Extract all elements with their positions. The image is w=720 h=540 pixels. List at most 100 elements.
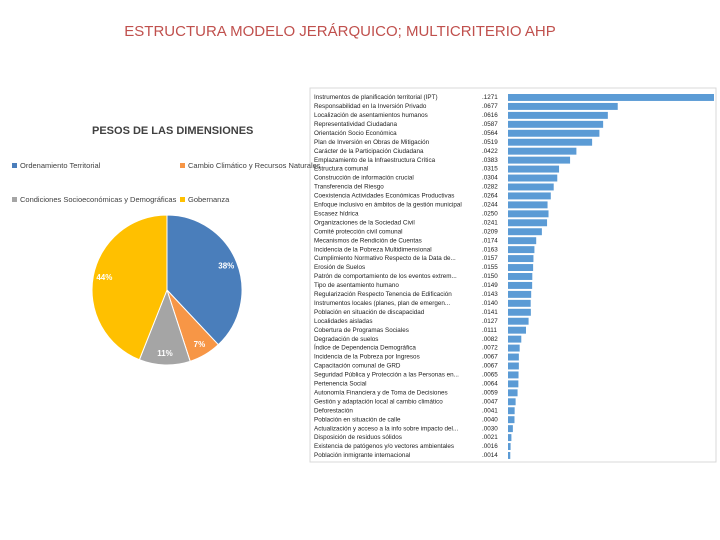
bar xyxy=(508,120,604,128)
bar-label: Estructura comunal xyxy=(314,166,368,173)
bar-label: Emplazamiento de la Infraestructura Crít… xyxy=(314,157,436,164)
value-label: .0143 xyxy=(482,291,498,298)
value-label: .0021 xyxy=(482,434,498,441)
value-label: .0250 xyxy=(482,210,498,217)
value-label: .0149 xyxy=(482,282,498,289)
legend-label: Condiciones Socioeconómicas y Demográfic… xyxy=(20,195,177,204)
value-label: .0072 xyxy=(482,345,498,352)
bar-label: Gestión y adaptación local al cambio cli… xyxy=(314,398,443,405)
bar-label: Incidencia de la Pobreza por Ingresos xyxy=(314,354,420,361)
bar xyxy=(508,389,518,397)
bar-label: Población en situación de calle xyxy=(314,416,401,423)
legend-swatch xyxy=(180,163,185,168)
value-label: .0163 xyxy=(482,246,498,253)
bar-label: Disposición de residuos sólidos xyxy=(314,434,402,441)
bar xyxy=(508,219,548,227)
value-label: .0140 xyxy=(482,300,498,307)
bar-label: Localización de asentamientos humanos xyxy=(314,112,428,119)
slide-title: ESTRUCTURA MODELO JERÁRQUICO; MULTICRITE… xyxy=(124,23,555,40)
bar-label: Representatividad Ciudadana xyxy=(314,121,397,128)
value-label: .0282 xyxy=(482,184,498,191)
value-label: .1271 xyxy=(482,94,498,101)
bar-label: Orientación Socio Económica xyxy=(314,130,397,137)
bar-label: Tipo de asentamiento humano xyxy=(314,282,399,289)
bar-label: Cumplimiento Normativo Respecto de la Da… xyxy=(314,255,456,262)
value-label: .0047 xyxy=(482,398,498,405)
pie-slice xyxy=(166,214,243,346)
bar xyxy=(508,308,531,316)
pie-title: PESOS DE LAS DIMENSIONES xyxy=(92,125,253,137)
bar-frame xyxy=(309,87,717,463)
bar xyxy=(508,228,542,236)
legend-label: Gobernanza xyxy=(188,195,230,204)
value-label: .0040 xyxy=(482,416,498,423)
bar xyxy=(508,174,558,182)
value-label: .0030 xyxy=(482,425,498,432)
pie-slice xyxy=(91,214,168,361)
value-label: .0127 xyxy=(482,318,498,325)
slice-label: 44% xyxy=(96,273,112,282)
legend-label: Ordenamiento Territorial xyxy=(20,161,101,170)
bar xyxy=(508,237,537,245)
value-label: .0150 xyxy=(482,273,498,280)
value-label: .0111 xyxy=(482,327,497,334)
value-label: .0315 xyxy=(482,166,498,173)
legend-swatch xyxy=(12,197,17,202)
bar-label: Instrumentos locales (planes, plan de em… xyxy=(314,300,450,307)
legend-swatch xyxy=(12,163,17,168)
bar xyxy=(508,102,618,110)
bar xyxy=(508,380,519,388)
bar-label: Cobertura de Programas Sociales xyxy=(314,327,409,334)
bar xyxy=(508,326,526,334)
value-label: .0241 xyxy=(482,219,498,226)
slice-label: 38% xyxy=(218,262,234,271)
bar xyxy=(508,299,531,307)
bar-label: Capacitación comunal de GRD xyxy=(314,363,401,370)
bar xyxy=(508,344,520,352)
bar-label: Instrumentos de planificación territoria… xyxy=(314,94,438,101)
value-label: .0064 xyxy=(482,381,498,388)
bar-label: Construcción de información crucial xyxy=(314,175,414,182)
slice-label: 7% xyxy=(194,340,206,349)
bar xyxy=(508,147,577,155)
value-label: .0244 xyxy=(482,202,498,209)
value-label: .0082 xyxy=(482,336,498,343)
value-label: .0304 xyxy=(482,175,498,182)
value-label: .0519 xyxy=(482,139,498,146)
bar xyxy=(508,416,515,424)
bar xyxy=(508,201,548,209)
bar xyxy=(508,290,532,298)
value-label: .0016 xyxy=(482,443,498,450)
bar-label: Responsabilidad en la Inversión Privado xyxy=(314,103,427,110)
value-label: .0155 xyxy=(482,264,498,271)
bar xyxy=(508,192,551,200)
bar xyxy=(508,246,535,254)
bar xyxy=(508,129,600,137)
value-label: .0157 xyxy=(482,255,498,262)
value-label: .0587 xyxy=(482,121,498,128)
bar xyxy=(508,371,519,379)
bar-label: Existencia de patógenos y/o vectores amb… xyxy=(314,443,454,450)
value-label: .0616 xyxy=(482,112,498,119)
bar xyxy=(508,398,516,406)
bar-label: Transferencia del Riesgo xyxy=(314,184,384,191)
bar-label: Deforestación xyxy=(314,407,353,414)
value-label: .0065 xyxy=(482,372,498,379)
bar-label: Patrón de comportamiento de los eventos … xyxy=(314,273,457,280)
bar xyxy=(508,407,515,415)
bar-label: Degradación de suelos xyxy=(314,336,378,343)
bar-label: Carácter de la Participación Ciudadana xyxy=(314,148,424,155)
bar xyxy=(508,317,529,325)
bar xyxy=(508,183,554,191)
bar-label: Coexistencia Actividades Económicas Prod… xyxy=(314,193,454,200)
bar xyxy=(508,353,519,361)
bar-label: Población en situación de discapacidad xyxy=(314,309,425,316)
value-label: .0067 xyxy=(482,354,498,361)
bar-label: Índice de Dependencia Demográfica xyxy=(314,343,416,352)
bar-label: Localidades aisladas xyxy=(314,318,372,325)
bar-label: Erosión de Suelos xyxy=(314,264,365,271)
value-label: .0141 xyxy=(482,309,498,316)
bar xyxy=(508,362,519,370)
value-label: .0383 xyxy=(482,157,498,164)
